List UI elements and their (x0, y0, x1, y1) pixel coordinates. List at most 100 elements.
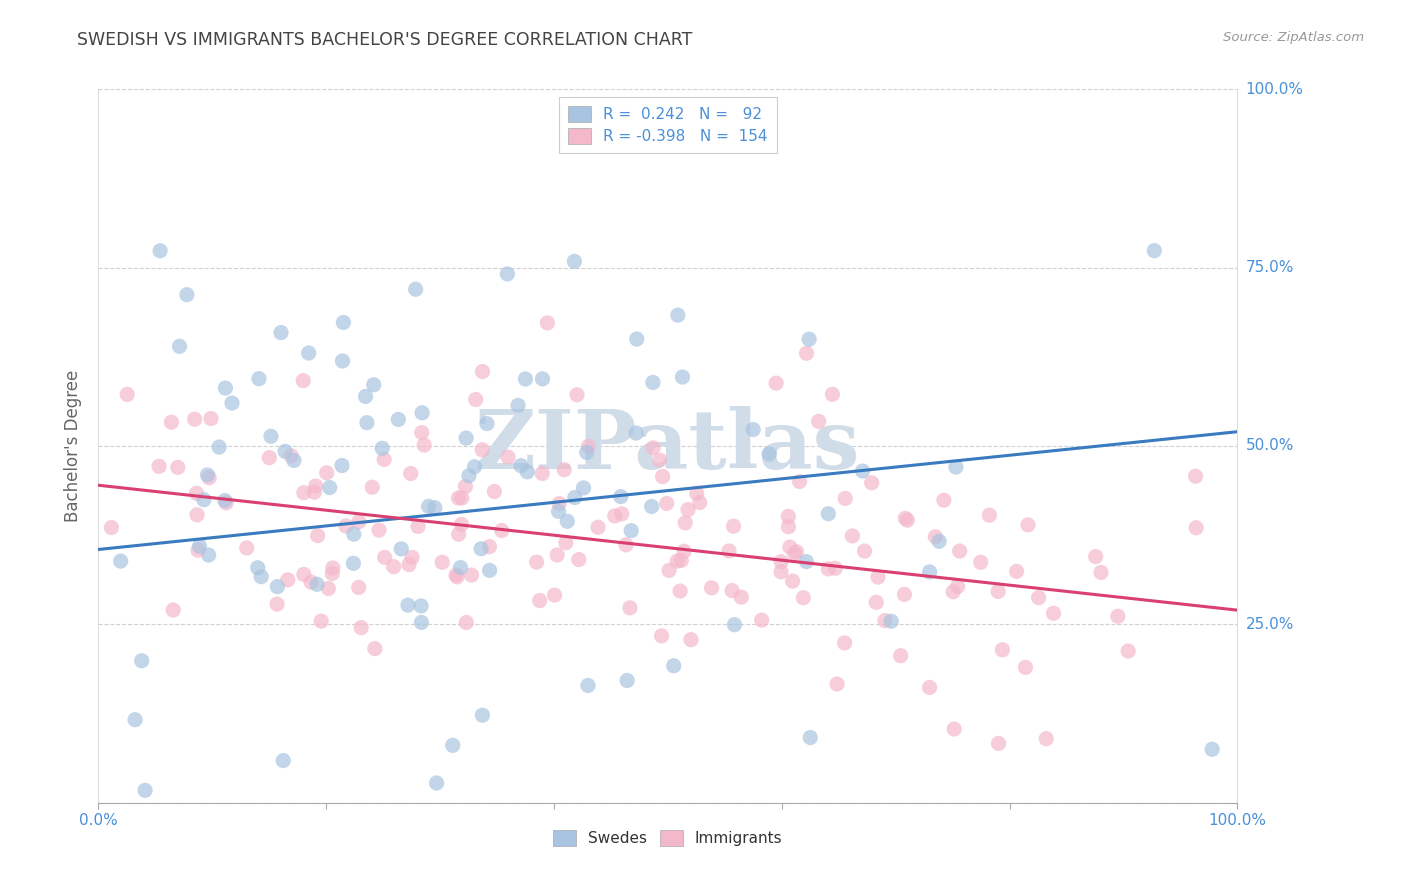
Point (214, 493, 236, 508)
Point (491, 524, 513, 538)
Point (778, 509, 800, 524)
Text: Source: ZipAtlas.com: Source: ZipAtlas.com (1223, 31, 1364, 45)
Point (292, 374, 315, 388)
Point (641, 376, 664, 390)
Point (307, 529, 329, 543)
Point (673, 516, 696, 530)
Point (797, 332, 820, 346)
Point (860, 475, 883, 490)
Point (200, 411, 222, 425)
Text: ZIPatlas: ZIPatlas (475, 406, 860, 486)
Point (616, 673, 638, 688)
Point (529, 593, 551, 607)
Point (852, 464, 875, 478)
Point (131, 654, 153, 668)
Point (115, 387, 138, 401)
Point (186, 486, 208, 500)
Point (626, 332, 648, 346)
Point (266, 597, 288, 611)
Point (531, 467, 554, 481)
Point (662, 658, 685, 673)
Point (866, 570, 889, 584)
Point (890, 648, 912, 663)
Point (648, 453, 671, 467)
Point (572, 481, 595, 495)
Point (471, 442, 494, 457)
Point (444, 568, 467, 582)
Point (510, 458, 533, 473)
Point (807, 414, 830, 428)
Point (1185, 521, 1208, 535)
Point (347, 581, 370, 595)
Point (148, 459, 170, 474)
Point (371, 442, 394, 456)
Point (449, 560, 471, 574)
Point (945, 460, 967, 475)
Point (817, 562, 839, 576)
Point (446, 570, 468, 584)
Point (979, 508, 1001, 523)
Point (610, 490, 633, 504)
Point (796, 555, 818, 569)
Point (918, 681, 941, 695)
Point (387, 412, 409, 426)
Point (987, 584, 1010, 599)
Point (548, 496, 571, 510)
Point (576, 678, 599, 692)
Point (779, 540, 801, 554)
Point (676, 502, 699, 516)
Point (471, 365, 494, 379)
Text: SWEDISH VS IMMIGRANTS BACHELOR'S DEGREE CORRELATION CHART: SWEDISH VS IMMIGRANTS BACHELOR'S DEGREE … (77, 31, 693, 49)
Point (283, 453, 305, 467)
Point (319, 481, 342, 495)
Point (405, 282, 427, 296)
Point (723, 519, 745, 533)
Point (799, 731, 821, 745)
Point (299, 575, 322, 590)
Point (614, 538, 637, 552)
Point (641, 500, 664, 514)
Point (247, 372, 270, 386)
Point (432, 555, 454, 569)
Point (425, 776, 447, 790)
Point (398, 558, 420, 572)
Point (546, 548, 568, 562)
Point (475, 417, 498, 431)
Point (1090, 566, 1112, 580)
Point (350, 621, 373, 635)
Point (214, 381, 236, 395)
Point (834, 636, 856, 650)
Point (603, 508, 626, 523)
Point (564, 254, 586, 268)
Point (423, 500, 446, 515)
Point (309, 614, 332, 628)
Point (824, 561, 846, 575)
Point (304, 485, 326, 500)
Point (373, 452, 395, 467)
Point (259, 450, 281, 465)
Point (409, 599, 432, 613)
Point (471, 708, 494, 723)
Point (620, 524, 643, 538)
Point (100, 520, 122, 534)
Point (321, 566, 343, 581)
Point (401, 550, 423, 565)
Point (187, 543, 209, 558)
Point (271, 754, 294, 768)
Point (413, 438, 436, 452)
Point (536, 316, 558, 330)
Point (332, 354, 354, 368)
Point (186, 508, 208, 522)
Text: 50.0%: 50.0% (1246, 439, 1294, 453)
Point (641, 441, 664, 455)
Point (758, 447, 780, 461)
Point (266, 580, 288, 594)
Point (450, 491, 472, 505)
Point (389, 541, 412, 556)
Point (655, 496, 678, 510)
Point (356, 416, 378, 430)
Point (700, 581, 723, 595)
Point (298, 346, 321, 360)
Point (576, 439, 599, 453)
Point (166, 460, 188, 475)
